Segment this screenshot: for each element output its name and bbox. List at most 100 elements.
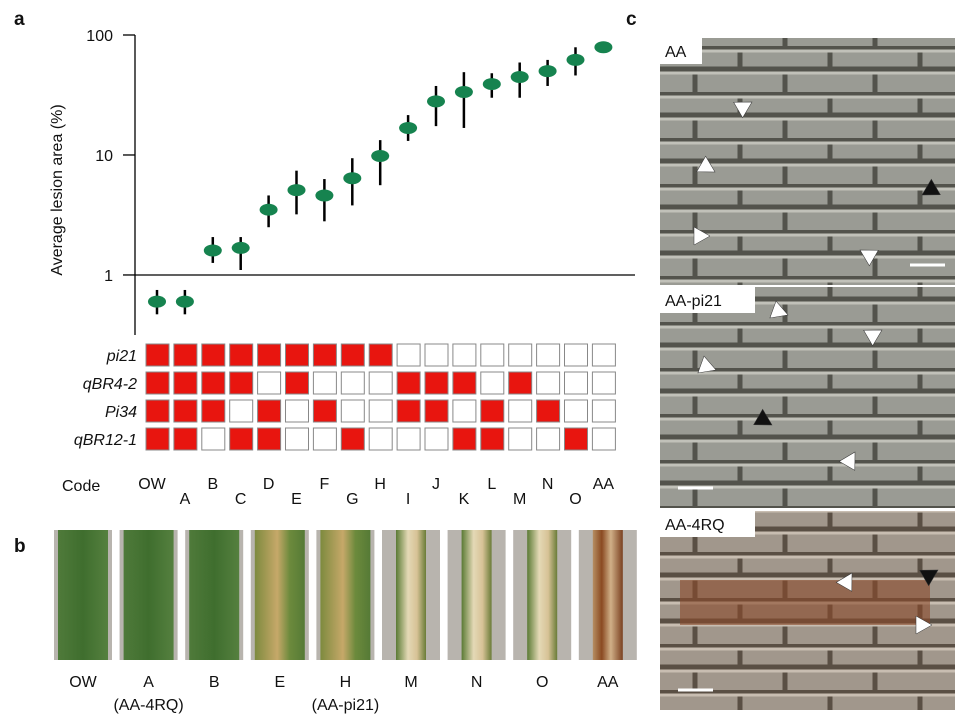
genotype-cell — [258, 344, 281, 366]
leaf — [189, 530, 239, 660]
genotype-cell — [509, 372, 532, 394]
leaf-label: H — [340, 674, 352, 691]
dot — [539, 65, 557, 77]
genotype-cell — [146, 344, 169, 366]
dot — [567, 54, 585, 66]
leaf — [527, 530, 557, 660]
genotype-cell — [230, 400, 253, 422]
genotype-label: pi21 — [106, 348, 137, 365]
genotype-cell — [537, 372, 560, 394]
genotype-cell — [202, 372, 225, 394]
code-label: K — [459, 491, 470, 508]
y-tick-label: 1 — [104, 268, 113, 285]
leaf-label: B — [209, 674, 220, 691]
dot — [455, 86, 473, 98]
genotype-cell — [146, 372, 169, 394]
genotype-cell — [341, 344, 364, 366]
leaf-label: AA — [597, 674, 619, 691]
genotype-cell — [341, 428, 364, 450]
genotype-cell — [453, 400, 476, 422]
genotype-cell — [592, 372, 615, 394]
genotype-cell — [397, 344, 420, 366]
genotype-cell — [146, 400, 169, 422]
panel-letter: a — [14, 9, 25, 30]
leaf-label: A — [143, 674, 154, 691]
leaf-label: M — [404, 674, 417, 691]
genotype-cell — [258, 372, 281, 394]
micrograph-tint — [660, 287, 955, 508]
genotype-cell — [537, 400, 560, 422]
dot — [483, 78, 501, 90]
genotype-cell — [313, 428, 336, 450]
genotype-cell — [286, 428, 309, 450]
genotype-cell — [481, 344, 504, 366]
genotype-cell — [509, 400, 532, 422]
code-label: O — [569, 491, 581, 508]
dot — [427, 95, 445, 107]
genotype-cell — [592, 400, 615, 422]
code-label: A — [180, 491, 191, 508]
genotype-cell — [286, 400, 309, 422]
genotype-cell — [537, 344, 560, 366]
dot — [204, 244, 222, 256]
genotype-cell — [230, 344, 253, 366]
figure: a b c Average lesion area (%) Code OWABE… — [0, 0, 957, 715]
genotype-cell — [481, 372, 504, 394]
genotype-cell — [453, 344, 476, 366]
genotype-cell — [286, 344, 309, 366]
genotype-cell — [230, 372, 253, 394]
code-label: OW — [138, 476, 166, 493]
code-label: E — [291, 491, 302, 508]
code-label: G — [346, 491, 358, 508]
genotype-cell — [202, 400, 225, 422]
code-label: AA — [593, 476, 615, 493]
genotype-cell — [230, 428, 253, 450]
code-label: L — [487, 476, 496, 493]
code-label: M — [513, 491, 526, 508]
genotype-label: qBR4-2 — [83, 376, 137, 393]
leaf — [320, 530, 370, 660]
genotype-cell — [174, 428, 197, 450]
genotype-cell — [341, 400, 364, 422]
dot — [148, 296, 166, 308]
genotype-cell — [425, 344, 448, 366]
leaf-label: O — [536, 674, 548, 691]
genotype-cell — [174, 400, 197, 422]
genotype-cell — [537, 428, 560, 450]
genotype-cell — [369, 400, 392, 422]
genotype-cell — [565, 372, 588, 394]
panel-letter: b — [14, 536, 26, 557]
leaf-sublabel: (AA-pi21) — [312, 697, 380, 714]
dot — [343, 172, 361, 184]
dot — [260, 204, 278, 216]
code-label: H — [374, 476, 386, 493]
genotype-cell — [202, 344, 225, 366]
genotype-cell — [258, 428, 281, 450]
code-label: B — [207, 476, 218, 493]
micrograph-label: AA-pi21 — [665, 293, 722, 310]
panel-letter: c — [626, 9, 637, 30]
dot — [288, 184, 306, 196]
y-tick-label: 100 — [86, 28, 113, 45]
code-label: D — [263, 476, 275, 493]
code-label: J — [432, 476, 440, 493]
dot — [511, 71, 529, 83]
micrograph-label: AA — [665, 44, 687, 61]
y-tick-label: 10 — [95, 148, 113, 165]
genotype-cell — [397, 400, 420, 422]
leaf — [396, 530, 426, 660]
genotype-cell — [174, 372, 197, 394]
genotype-cell — [313, 400, 336, 422]
genotype-cell — [481, 400, 504, 422]
leaf — [255, 530, 305, 660]
dot — [176, 296, 194, 308]
dot — [315, 189, 333, 201]
genotype-cell — [425, 400, 448, 422]
genotype-label: qBR12-1 — [74, 432, 137, 449]
dot — [371, 150, 389, 162]
genotype-cell — [313, 344, 336, 366]
dot — [232, 242, 250, 254]
lesion — [680, 580, 930, 625]
genotype-label: Pi34 — [105, 404, 137, 421]
